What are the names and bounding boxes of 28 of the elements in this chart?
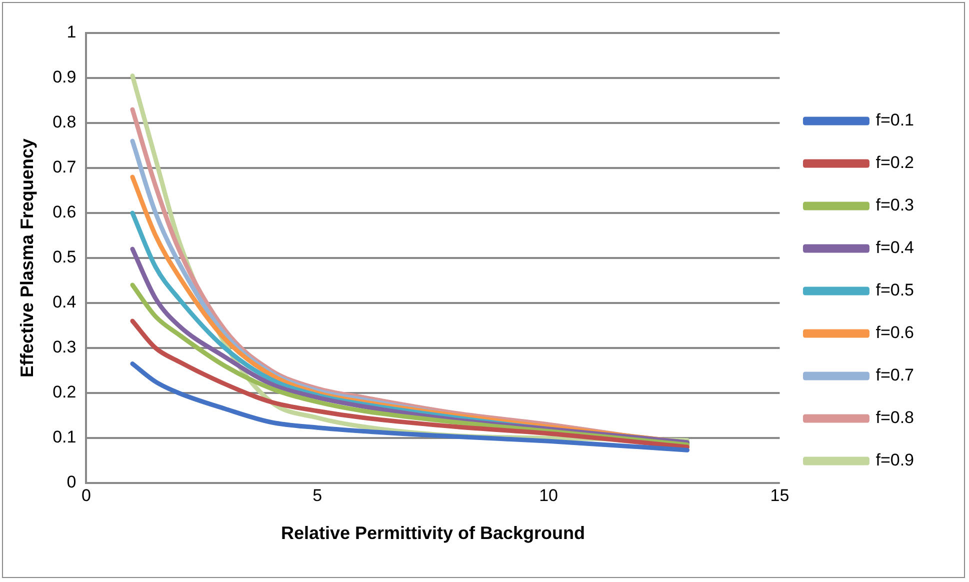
legend-label: f=0.7: [876, 366, 914, 385]
y-tick-label: 0.7: [52, 158, 76, 177]
y-tick-label: 0.1: [52, 428, 76, 447]
line-series: [130, 362, 690, 452]
y-tick-label: 0.5: [52, 248, 76, 267]
legend-label: f=0.9: [876, 450, 914, 470]
x-axis-title: Relative Permittivity of Background: [280, 523, 586, 544]
y-tick-label: 0.9: [52, 68, 76, 87]
x-tick-label: 10: [539, 486, 558, 505]
y-tick-label: 0.8: [52, 112, 76, 132]
y-tick-label: 0.6: [52, 202, 76, 222]
y-tick-label: 1: [66, 22, 76, 42]
legend-label: f=0.4: [876, 238, 914, 258]
legend-label: f=0.3: [876, 196, 914, 215]
y-tick-label: 0.2: [52, 382, 76, 402]
x-tick-label: 15: [770, 486, 790, 505]
legend-label: f=0.8: [876, 408, 914, 428]
x-tick-label: 0: [82, 486, 91, 505]
y-tick-label: 0.3: [52, 338, 76, 357]
legend-label: f=0.5: [876, 280, 914, 300]
y-tick-label: 0: [66, 472, 76, 492]
y-axis-title: Effective Plasma Frequency: [16, 138, 37, 378]
x-tick-label: 5: [312, 486, 322, 505]
legend-label: f=0.2: [876, 153, 914, 172]
y-tick-label: 0.4: [52, 292, 76, 312]
legend-label: f=0.1: [876, 110, 914, 130]
line-series: [130, 318, 690, 450]
legend-label: f=0.6: [876, 323, 914, 342]
